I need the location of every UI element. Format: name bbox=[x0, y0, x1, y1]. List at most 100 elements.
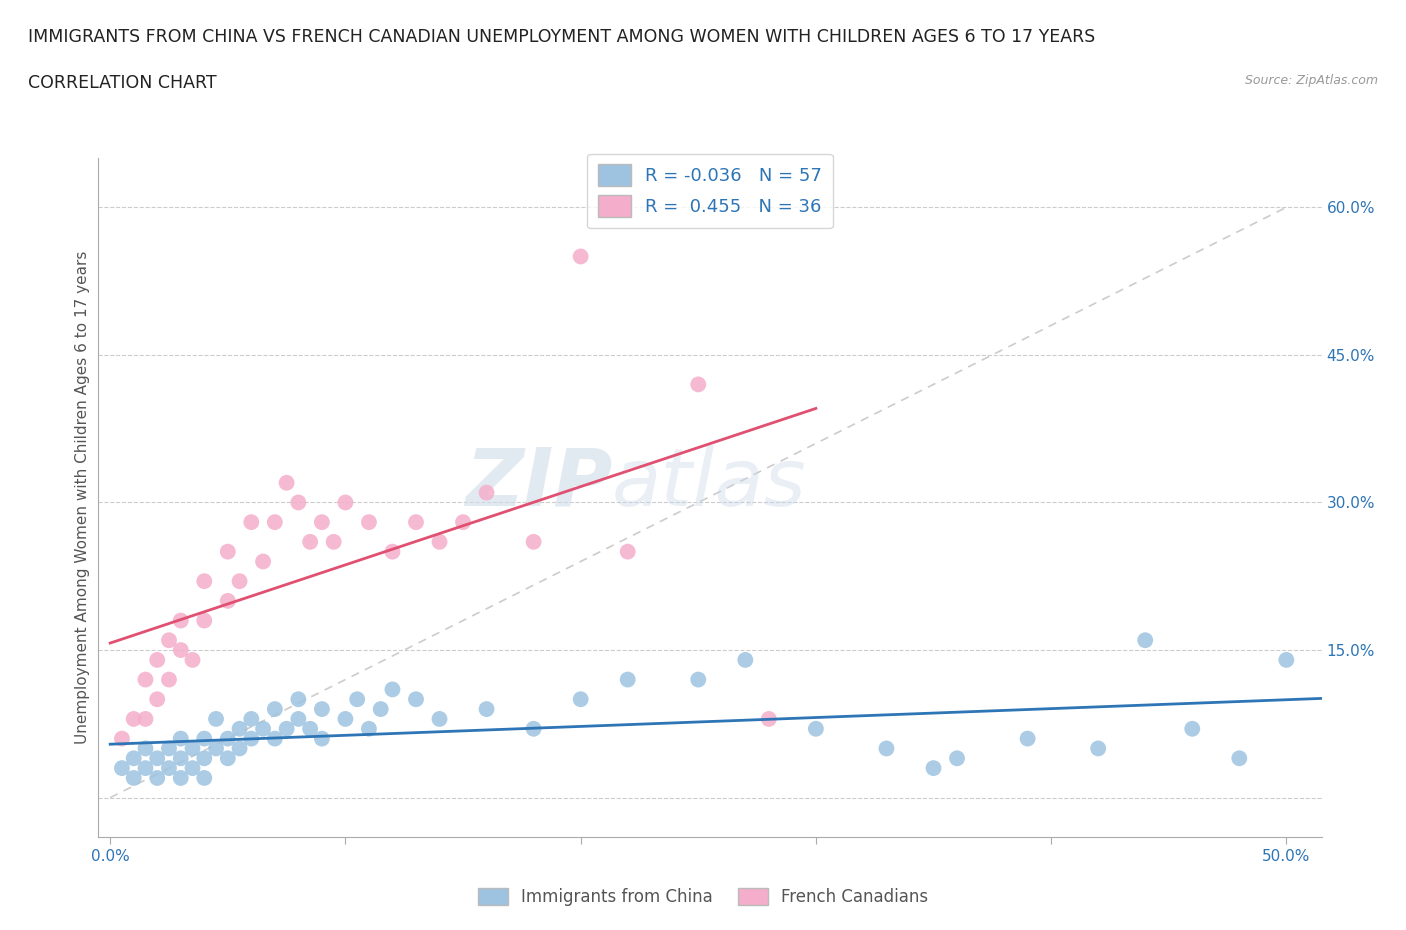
Point bbox=[688, 377, 710, 392]
Point bbox=[146, 653, 169, 668]
Point bbox=[181, 761, 204, 776]
Point bbox=[523, 722, 546, 737]
Point bbox=[276, 475, 298, 490]
Point bbox=[299, 535, 322, 550]
Point bbox=[381, 682, 404, 697]
Point bbox=[451, 514, 474, 529]
Point bbox=[804, 722, 827, 737]
Point bbox=[240, 514, 263, 529]
Point bbox=[922, 761, 945, 776]
Point bbox=[357, 722, 380, 737]
Point bbox=[228, 741, 250, 756]
Point bbox=[263, 731, 285, 746]
Point bbox=[287, 711, 309, 726]
Point bbox=[240, 731, 263, 746]
Point bbox=[381, 544, 404, 559]
Point bbox=[240, 711, 263, 726]
Point bbox=[346, 692, 368, 707]
Point bbox=[205, 741, 228, 756]
Point bbox=[157, 761, 180, 776]
Point bbox=[193, 613, 215, 628]
Point bbox=[1135, 632, 1157, 647]
Legend: R = -0.036   N = 57, R =  0.455   N = 36: R = -0.036 N = 57, R = 0.455 N = 36 bbox=[588, 153, 832, 228]
Point bbox=[688, 672, 710, 687]
Point bbox=[1181, 722, 1204, 737]
Legend: Immigrants from China, French Canadians: Immigrants from China, French Canadians bbox=[471, 881, 935, 912]
Point bbox=[170, 731, 193, 746]
Point bbox=[170, 751, 193, 765]
Point bbox=[134, 761, 156, 776]
Point bbox=[193, 771, 215, 786]
Point bbox=[569, 249, 592, 264]
Point bbox=[111, 761, 134, 776]
Point bbox=[146, 751, 169, 765]
Point bbox=[217, 593, 239, 608]
Point bbox=[1087, 741, 1109, 756]
Point bbox=[335, 495, 357, 510]
Point bbox=[193, 731, 215, 746]
Point bbox=[322, 535, 344, 550]
Point bbox=[157, 741, 180, 756]
Point bbox=[523, 535, 546, 550]
Point bbox=[475, 701, 498, 716]
Point bbox=[181, 741, 204, 756]
Text: atlas: atlas bbox=[612, 445, 807, 523]
Text: IMMIGRANTS FROM CHINA VS FRENCH CANADIAN UNEMPLOYMENT AMONG WOMEN WITH CHILDREN : IMMIGRANTS FROM CHINA VS FRENCH CANADIAN… bbox=[28, 28, 1095, 46]
Text: ZIP: ZIP bbox=[465, 445, 612, 523]
Point bbox=[157, 632, 180, 647]
Text: Source: ZipAtlas.com: Source: ZipAtlas.com bbox=[1244, 74, 1378, 87]
Point bbox=[122, 711, 145, 726]
Point bbox=[193, 751, 215, 765]
Point bbox=[569, 692, 592, 707]
Point bbox=[287, 692, 309, 707]
Point bbox=[475, 485, 498, 500]
Point bbox=[228, 722, 250, 737]
Point bbox=[311, 701, 333, 716]
Point bbox=[405, 514, 427, 529]
Point bbox=[170, 771, 193, 786]
Point bbox=[263, 514, 285, 529]
Point bbox=[299, 722, 322, 737]
Point bbox=[252, 554, 274, 569]
Point bbox=[758, 711, 780, 726]
Point bbox=[217, 751, 239, 765]
Point bbox=[146, 692, 169, 707]
Point bbox=[357, 514, 380, 529]
Point bbox=[252, 722, 274, 737]
Point bbox=[429, 535, 451, 550]
Point bbox=[146, 771, 169, 786]
Point bbox=[734, 653, 756, 668]
Point bbox=[217, 544, 239, 559]
Point bbox=[616, 544, 638, 559]
Point bbox=[228, 574, 250, 589]
Point bbox=[1017, 731, 1039, 746]
Point bbox=[370, 701, 392, 716]
Point bbox=[122, 751, 145, 765]
Point bbox=[1275, 653, 1298, 668]
Point bbox=[1227, 751, 1250, 765]
Point bbox=[875, 741, 897, 756]
Y-axis label: Unemployment Among Women with Children Ages 6 to 17 years: Unemployment Among Women with Children A… bbox=[75, 251, 90, 744]
Point bbox=[181, 653, 204, 668]
Point bbox=[287, 495, 309, 510]
Point bbox=[205, 711, 228, 726]
Point bbox=[170, 643, 193, 658]
Point bbox=[122, 771, 145, 786]
Point bbox=[170, 613, 193, 628]
Point bbox=[946, 751, 969, 765]
Point bbox=[157, 672, 180, 687]
Point bbox=[429, 711, 451, 726]
Point bbox=[193, 574, 215, 589]
Point bbox=[134, 711, 156, 726]
Point bbox=[134, 741, 156, 756]
Point bbox=[217, 731, 239, 746]
Point bbox=[276, 722, 298, 737]
Text: CORRELATION CHART: CORRELATION CHART bbox=[28, 74, 217, 92]
Point bbox=[134, 672, 156, 687]
Point bbox=[111, 731, 134, 746]
Point bbox=[616, 672, 638, 687]
Point bbox=[311, 514, 333, 529]
Point bbox=[405, 692, 427, 707]
Point bbox=[335, 711, 357, 726]
Point bbox=[263, 701, 285, 716]
